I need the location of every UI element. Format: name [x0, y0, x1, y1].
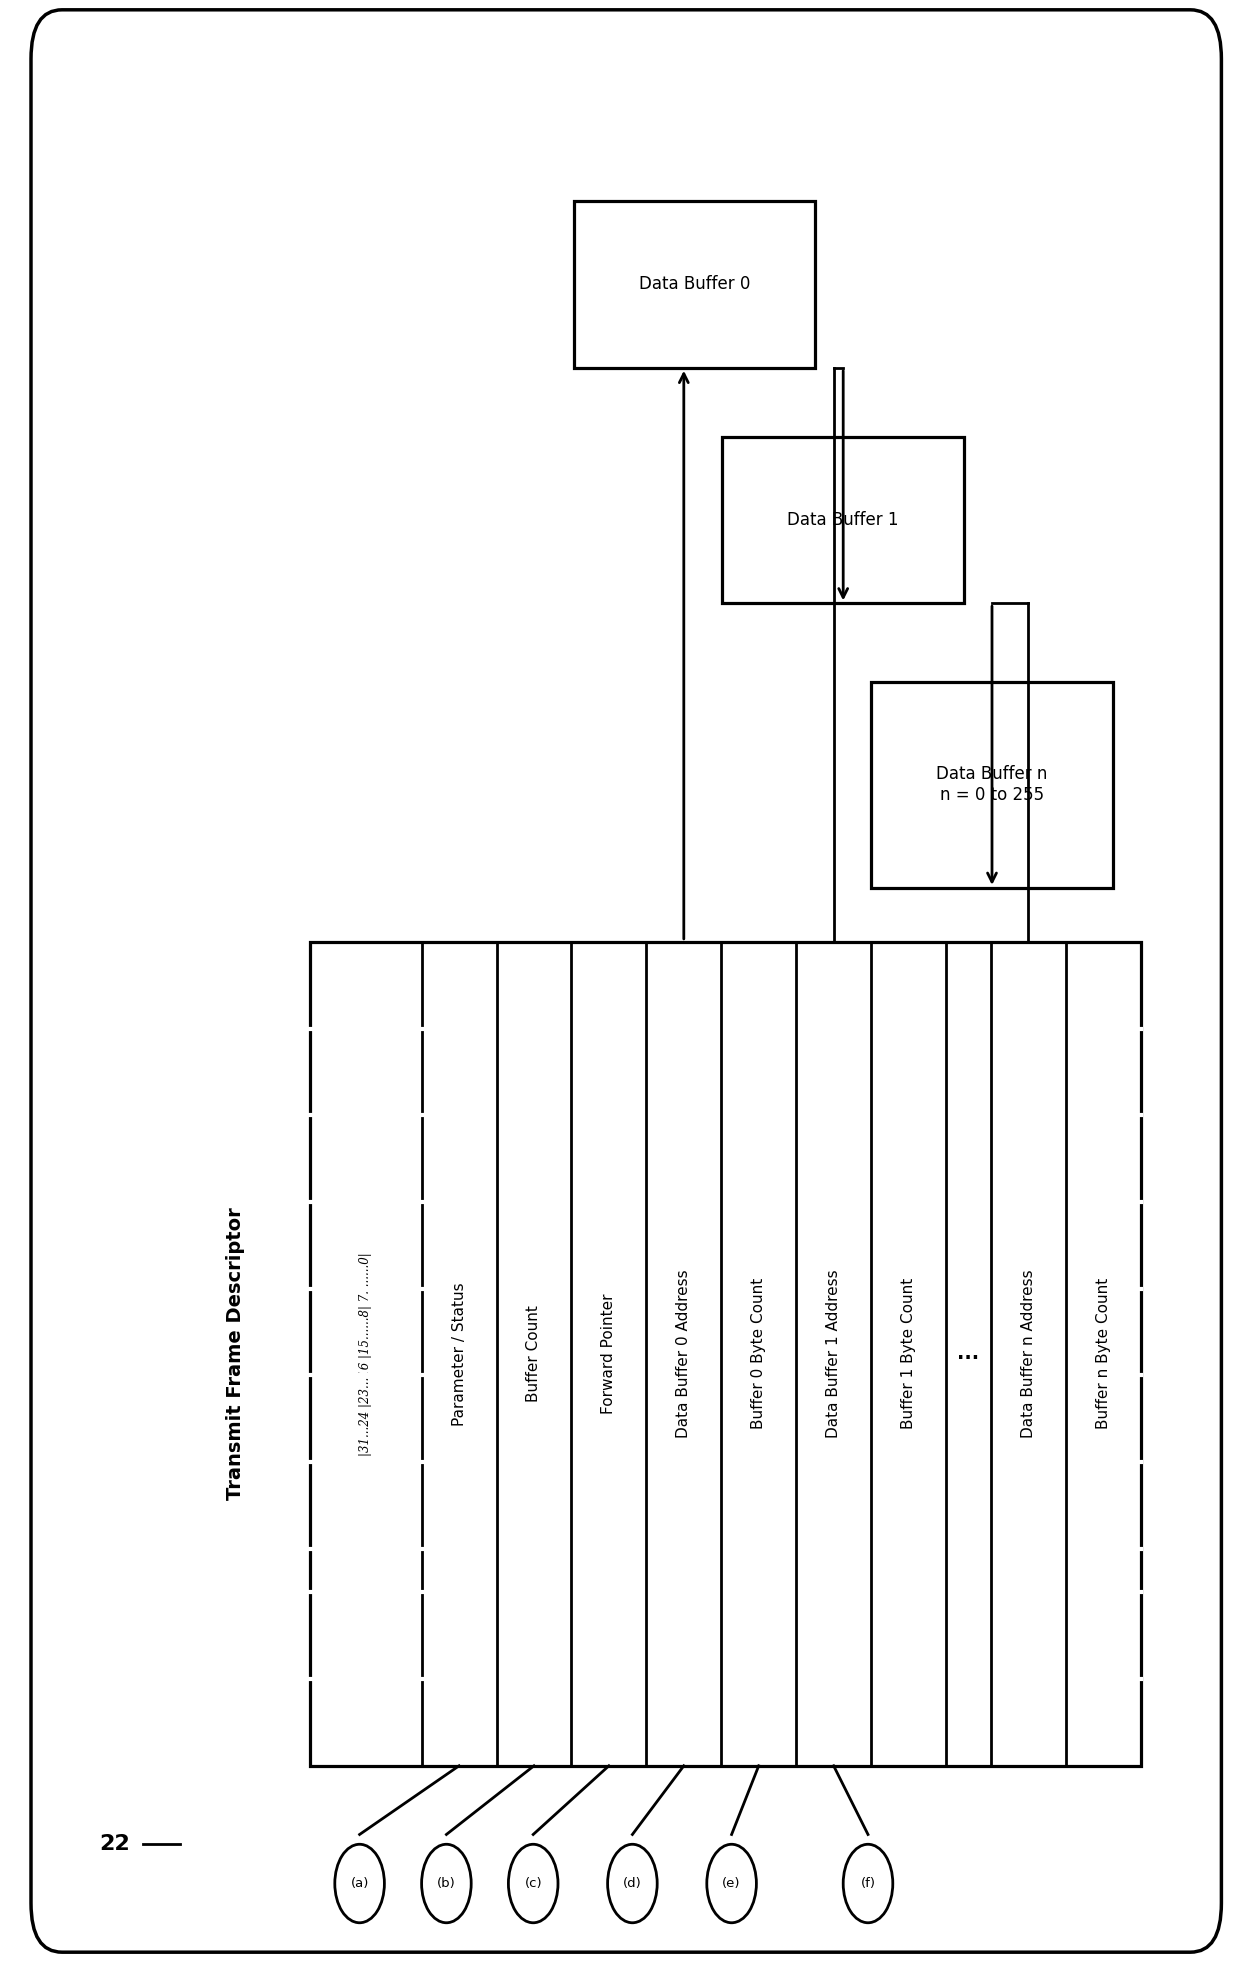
- Text: (e): (e): [723, 1878, 740, 1889]
- Text: Data Buffer 1 Address: Data Buffer 1 Address: [826, 1269, 841, 1438]
- Text: (a): (a): [351, 1878, 368, 1889]
- Text: Data Buffer 0 Address: Data Buffer 0 Address: [676, 1269, 692, 1438]
- Text: Data Buffer 1: Data Buffer 1: [787, 510, 899, 530]
- Text: Buffer 0 Byte Count: Buffer 0 Byte Count: [751, 1277, 766, 1430]
- Text: Forward Pointer: Forward Pointer: [601, 1293, 616, 1415]
- Text: Parameter / Status: Parameter / Status: [451, 1281, 466, 1426]
- Text: (b): (b): [436, 1878, 456, 1889]
- Text: Data Buffer 0: Data Buffer 0: [639, 275, 750, 294]
- Text: Buffer 1 Byte Count: Buffer 1 Byte Count: [901, 1277, 916, 1430]
- Text: Transmit Frame Descriptor: Transmit Frame Descriptor: [226, 1207, 246, 1501]
- FancyBboxPatch shape: [31, 10, 1221, 1952]
- Text: (f): (f): [861, 1878, 875, 1889]
- Text: Buffer Count: Buffer Count: [527, 1305, 542, 1403]
- Text: (c): (c): [525, 1878, 542, 1889]
- Text: Data Buffer n Address: Data Buffer n Address: [1021, 1269, 1035, 1438]
- Text: ...: ...: [957, 1344, 980, 1364]
- Text: Buffer n Byte Count: Buffer n Byte Count: [1096, 1277, 1111, 1430]
- Bar: [310, 942, 1141, 1766]
- Text: Data Buffer n
n = 0 to 255: Data Buffer n n = 0 to 255: [936, 765, 1048, 804]
- Bar: [573, 200, 816, 367]
- Text: (d): (d): [622, 1878, 642, 1889]
- Text: |31...24 |23...16 |15......8| 7........0|: |31...24 |23...16 |15......8| 7........0…: [360, 1252, 372, 1456]
- Bar: [722, 436, 965, 604]
- Bar: [870, 683, 1112, 887]
- Text: 22: 22: [99, 1834, 130, 1854]
